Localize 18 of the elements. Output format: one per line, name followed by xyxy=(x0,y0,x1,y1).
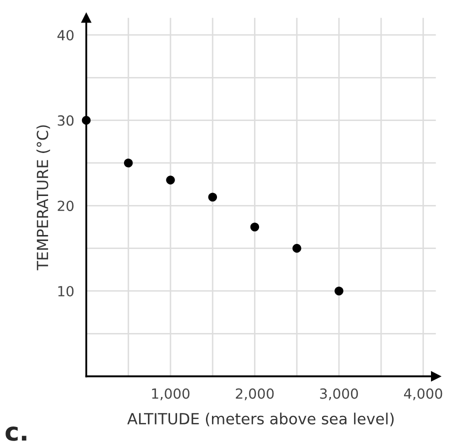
y-tick-label: 40 xyxy=(57,30,74,40)
y-axis-title: TEMPERATURE (°C) xyxy=(36,125,50,270)
x-tick-label: 1,000 xyxy=(152,388,190,400)
point xyxy=(250,222,260,232)
y-tick-label: 20 xyxy=(58,200,74,212)
y-tick-label: 10 xyxy=(58,286,74,296)
text: c. xyxy=(6,426,26,441)
point xyxy=(292,244,302,253)
point xyxy=(166,176,175,184)
point xyxy=(208,192,218,202)
point xyxy=(124,158,133,168)
x-tick-label: 3,000 xyxy=(320,388,358,400)
x-tick-label: 2,000 xyxy=(236,388,274,400)
point xyxy=(82,116,91,125)
x-axis-title: ALTITUDE (meters above sea level) xyxy=(127,412,394,426)
point xyxy=(334,286,344,296)
x-tick-label: 4,000 xyxy=(404,388,442,400)
y-tick-label: 30 xyxy=(58,115,74,126)
